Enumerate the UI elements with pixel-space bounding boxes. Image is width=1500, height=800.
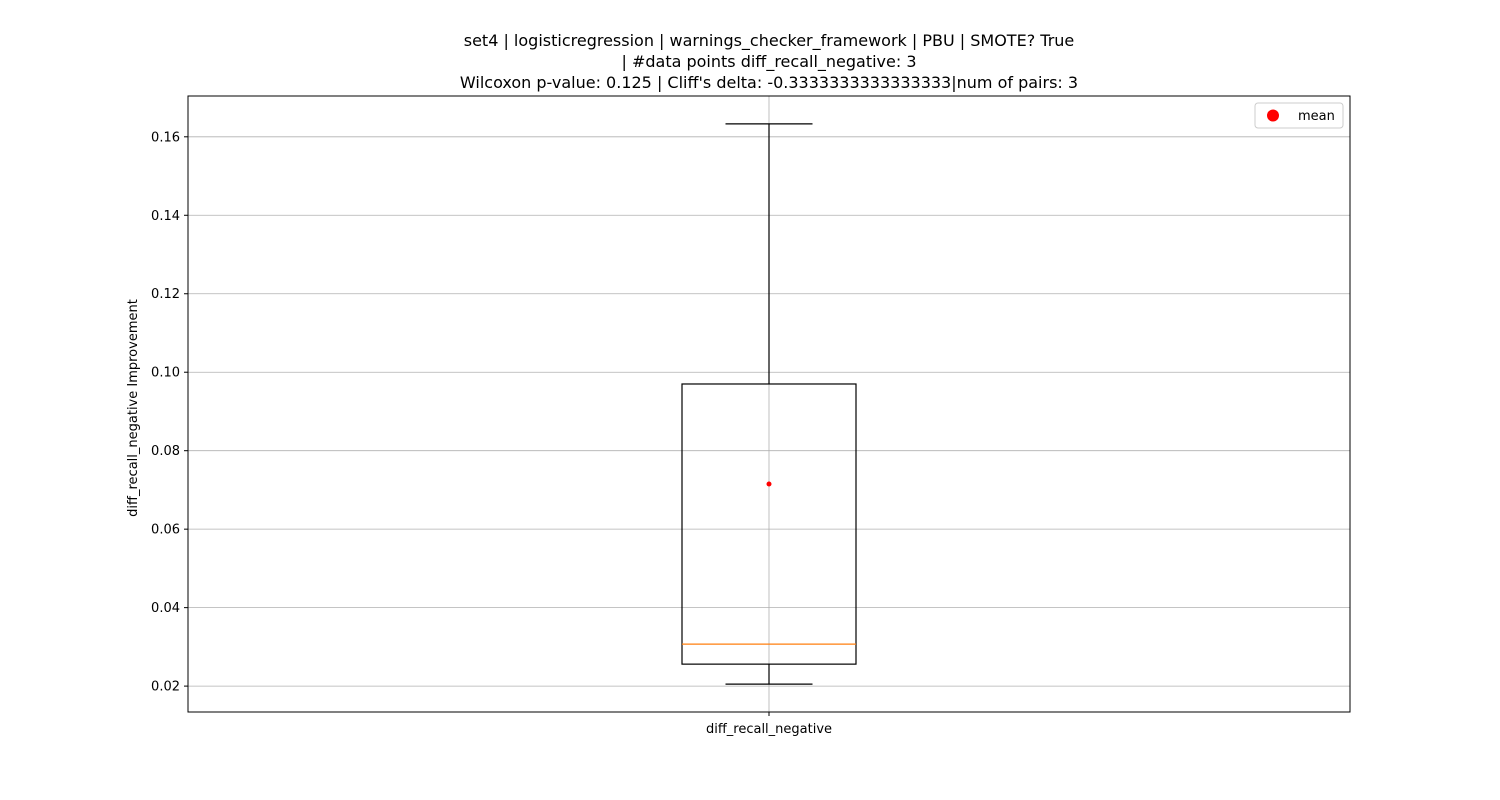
y-tick-label: 0.12 xyxy=(151,287,180,302)
y-tick-label: 0.14 xyxy=(151,209,180,224)
mean-marker xyxy=(766,481,772,487)
legend-box xyxy=(1254,102,1344,129)
y-tick-label: 0.04 xyxy=(151,601,180,616)
x-axis-ticks: diff_recall_negative xyxy=(706,712,832,737)
interquartile-box xyxy=(681,383,857,665)
legend-label: mean xyxy=(1298,109,1335,124)
y-axis-ticks: 0.02 0.04 0.06 0.08 0.10 0.12 0.14 0.16 xyxy=(151,130,188,695)
legend-marker-mean xyxy=(1267,109,1279,122)
y-axis-label: diff_recall_negative Improvement xyxy=(126,299,141,517)
chart-title-line: Wilcoxon p-value: 0.125 | Cliff's delta:… xyxy=(460,73,1078,92)
box-series xyxy=(681,123,857,685)
chart-title-line: set4 | logisticregression | warnings_che… xyxy=(464,31,1075,51)
y-tick-label: 0.02 xyxy=(151,680,180,695)
x-tick-label: diff_recall_negative xyxy=(706,722,832,737)
y-tick-label: 0.10 xyxy=(151,366,180,381)
chart-title-line: | #data points diff_recall_negative: 3 xyxy=(621,52,916,72)
y-tick-label: 0.16 xyxy=(151,130,180,145)
legend: mean xyxy=(1254,102,1344,129)
y-tick-label: 0.06 xyxy=(151,523,180,538)
chart-title: set4 | logisticregression | warnings_che… xyxy=(460,31,1078,92)
y-tick-label: 0.08 xyxy=(151,444,180,459)
